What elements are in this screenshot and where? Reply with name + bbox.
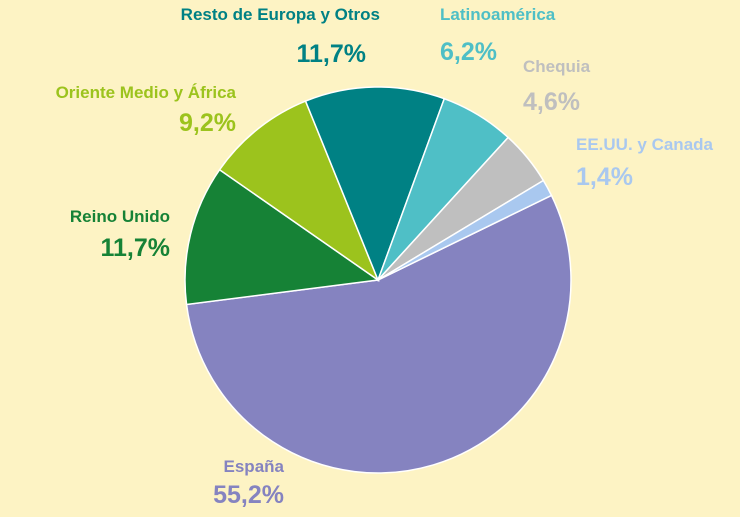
slice-label: España [224,457,285,476]
slice-label: Chequia [523,57,591,76]
pie-slice [377,179,553,281]
slice-value-label: 9,2% [179,109,236,137]
pie-slice [304,86,446,283]
slice-label: Oriente Medio y África [56,83,237,102]
slice-label: Latinoamérica [440,5,556,24]
slice-label: Resto de Europa y Otros [181,5,380,24]
slice-value-label: 11,7% [296,40,366,68]
pie-slice [185,194,572,474]
slice-label: EE.UU. y Canada [576,135,714,154]
pie-slice [218,100,380,283]
slice-value-label: 6,2% [440,38,497,66]
slice-label: Reino Unido [70,207,170,226]
slice-value-label: 1,4% [576,163,633,191]
slice-value-label: 55,2% [213,481,284,509]
pie-slice [184,168,381,306]
slice-value-label: 4,6% [523,88,580,116]
slice-value-label: 11,7% [100,234,170,262]
